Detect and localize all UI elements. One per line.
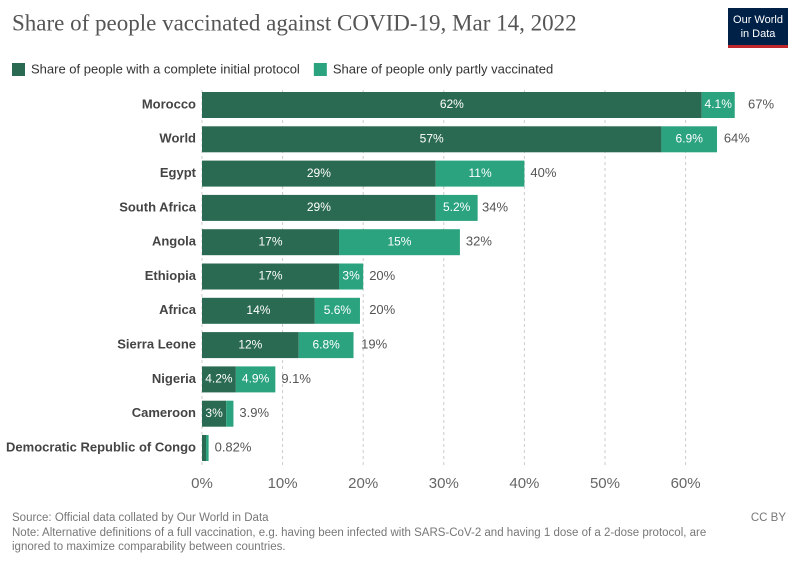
legend-swatch <box>313 63 327 76</box>
data-label: 11% <box>468 166 491 180</box>
y-tick-label: Ethiopia <box>145 268 197 283</box>
total-label: 34% <box>482 199 508 214</box>
legend-label: Share of people with a complete initial … <box>31 61 300 76</box>
bar-segment <box>202 194 436 221</box>
bar-segment <box>435 160 525 187</box>
bar-segment <box>202 400 227 427</box>
source: Source: Official data collated by Our Wo… <box>12 512 269 524</box>
total-label: 40% <box>530 165 556 180</box>
data-label: 3% <box>205 406 223 420</box>
logo-underline <box>728 45 788 48</box>
total-label: 20% <box>369 268 395 283</box>
bar-segment <box>339 263 364 290</box>
chart-title: Share of people vaccinated against COVID… <box>12 10 577 35</box>
bar-segment <box>435 194 478 221</box>
data-label: 17% <box>258 234 282 248</box>
data-label: 5.2% <box>443 200 471 214</box>
total-label: 32% <box>466 234 492 249</box>
logo-text: Our World <box>733 14 783 26</box>
y-tick-label: World <box>159 131 196 146</box>
total-label: 67% <box>748 96 774 111</box>
logo-text: in Data <box>741 28 777 40</box>
data-label: 6.8% <box>312 337 340 351</box>
data-label: 5.6% <box>324 303 352 317</box>
data-label: 29% <box>307 200 331 214</box>
bar-segment <box>226 400 234 427</box>
bar-segment <box>202 263 340 290</box>
data-label: 57% <box>420 131 444 145</box>
x-tick-label: 0% <box>191 475 213 492</box>
x-tick-label: 10% <box>268 475 298 492</box>
bar-segment <box>206 435 209 461</box>
bar-segment <box>202 92 702 118</box>
data-label: 4.2% <box>205 372 233 386</box>
bar-segment <box>202 160 436 187</box>
bar-segment <box>235 366 276 393</box>
data-label: 14% <box>246 303 270 317</box>
y-tick-label: Cameroon <box>132 405 196 420</box>
total-label: 20% <box>369 302 395 317</box>
total-label: 19% <box>361 337 387 352</box>
data-label: 4.9% <box>242 372 270 386</box>
license: CC BY <box>751 512 786 524</box>
bar-segment <box>339 229 460 256</box>
data-label: 15% <box>387 234 411 248</box>
data-label: 4.1% <box>705 97 733 111</box>
total-label: 64% <box>724 131 750 146</box>
data-label: 3% <box>342 269 360 283</box>
y-tick-label: Nigeria <box>152 371 197 386</box>
bar-segment <box>298 332 354 359</box>
y-tick-label: Angola <box>152 234 197 249</box>
x-tick-label: 40% <box>509 475 539 492</box>
bar-segment <box>701 92 735 118</box>
bar-segment <box>202 297 315 324</box>
total-label: 3.9% <box>239 405 269 420</box>
x-tick-label: 50% <box>590 475 620 492</box>
total-label: 9.1% <box>281 371 311 386</box>
bar-segment <box>202 332 299 359</box>
data-label: 12% <box>238 337 262 351</box>
y-tick-label: Morocco <box>142 96 196 111</box>
data-label: 6.9% <box>676 131 704 145</box>
data-label: 62% <box>440 97 464 111</box>
x-tick-label: 60% <box>671 475 701 492</box>
legend-swatch <box>12 63 25 76</box>
legend-label: Share of people only partly vaccinated <box>333 61 553 76</box>
x-tick-label: 20% <box>348 475 378 492</box>
data-label: 29% <box>307 166 331 180</box>
data-label: 17% <box>258 269 282 283</box>
total-label: 0.82% <box>215 439 252 454</box>
bar-segment <box>202 435 207 461</box>
bar-segment <box>202 366 236 393</box>
y-tick-label: Africa <box>159 302 197 317</box>
bar-segment <box>314 297 360 324</box>
note: ignored to maximize comparability betwee… <box>12 541 286 553</box>
note: Note: Alternative definitions of a full … <box>12 527 706 539</box>
bar-segment <box>202 229 340 256</box>
y-tick-label: Democratic Republic of Congo <box>6 439 196 454</box>
y-tick-label: Egypt <box>160 165 197 180</box>
logo-box <box>728 8 788 48</box>
y-tick-label: Sierra Leone <box>117 337 196 352</box>
y-tick-label: South Africa <box>119 199 197 214</box>
bar-segment <box>661 126 718 153</box>
bar-segment <box>202 126 662 153</box>
x-tick-label: 30% <box>429 475 459 492</box>
